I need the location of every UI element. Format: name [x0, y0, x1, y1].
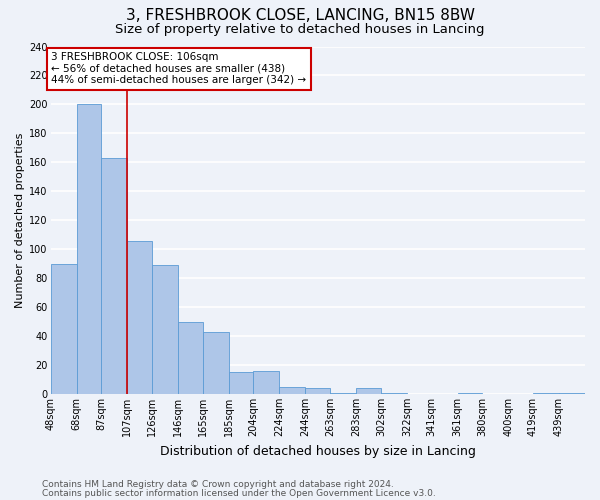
Bar: [127, 240, 152, 394]
Bar: [381, 392, 407, 394]
Bar: [330, 392, 356, 394]
Bar: [229, 372, 253, 394]
Bar: [50, 264, 77, 394]
Bar: [178, 322, 203, 394]
Bar: [203, 332, 229, 394]
X-axis label: Distribution of detached houses by size in Lancing: Distribution of detached houses by size …: [160, 444, 476, 458]
Bar: [533, 392, 559, 394]
Bar: [101, 158, 127, 394]
Text: 3 FRESHBROOK CLOSE: 106sqm
← 56% of detached houses are smaller (438)
44% of sem: 3 FRESHBROOK CLOSE: 106sqm ← 56% of deta…: [51, 52, 307, 86]
Text: Size of property relative to detached houses in Lancing: Size of property relative to detached ho…: [115, 22, 485, 36]
Bar: [458, 392, 482, 394]
Y-axis label: Number of detached properties: Number of detached properties: [15, 132, 25, 308]
Bar: [152, 265, 178, 394]
Text: 3, FRESHBROOK CLOSE, LANCING, BN15 8BW: 3, FRESHBROOK CLOSE, LANCING, BN15 8BW: [125, 8, 475, 22]
Bar: [253, 371, 280, 394]
Bar: [77, 104, 101, 394]
Bar: [280, 387, 305, 394]
Text: Contains HM Land Registry data © Crown copyright and database right 2024.: Contains HM Land Registry data © Crown c…: [42, 480, 394, 489]
Bar: [559, 392, 585, 394]
Bar: [356, 388, 381, 394]
Bar: [305, 388, 330, 394]
Text: Contains public sector information licensed under the Open Government Licence v3: Contains public sector information licen…: [42, 488, 436, 498]
